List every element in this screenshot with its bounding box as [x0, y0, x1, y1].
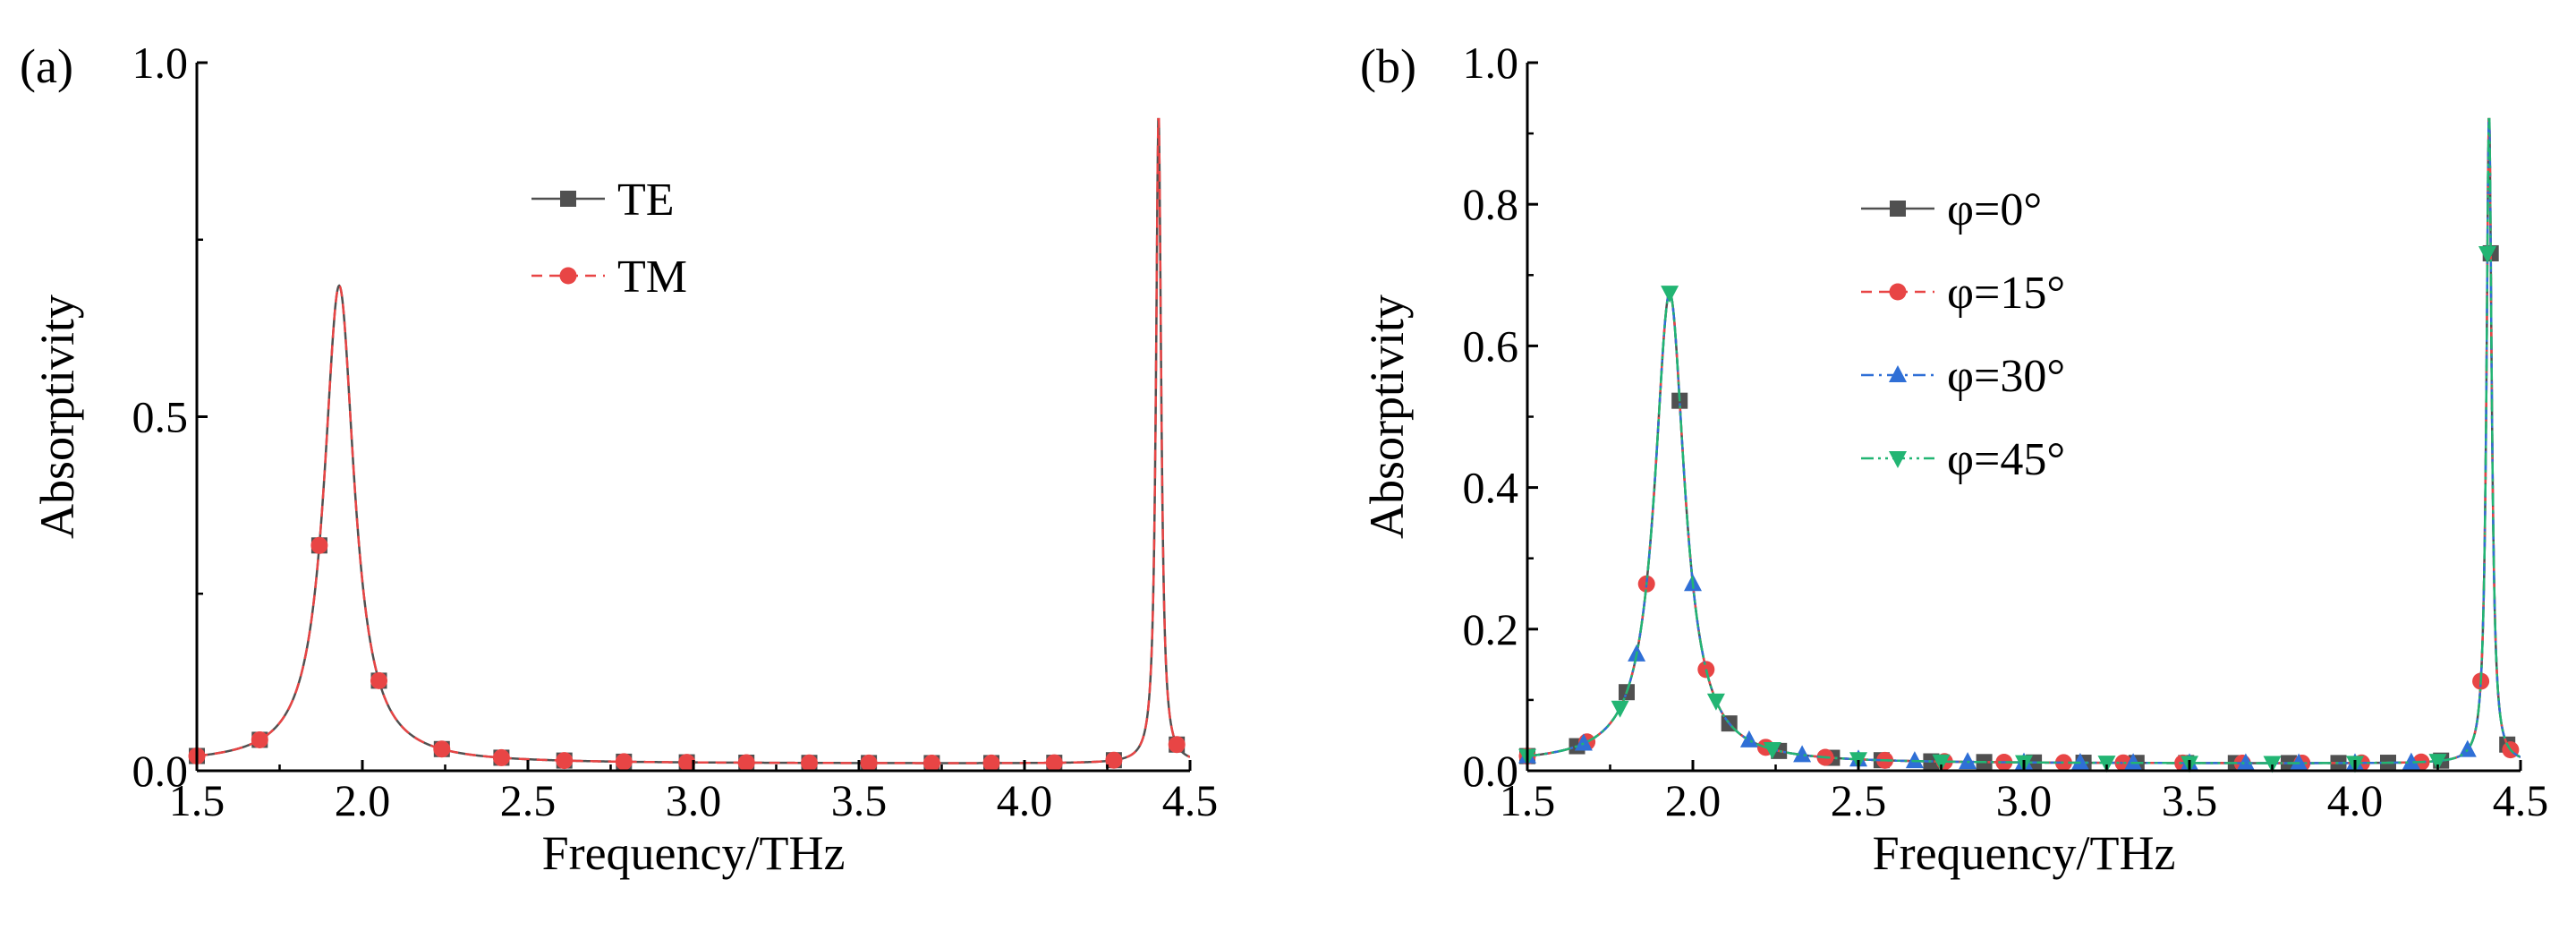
- data-point: [2263, 756, 2282, 773]
- data-point: [1959, 752, 1977, 770]
- data-point: [492, 748, 510, 766]
- x-tick-label: 4.0: [2327, 775, 2384, 825]
- legend-marker: [559, 267, 577, 285]
- data-point: [801, 754, 818, 772]
- legend-marker: [1889, 283, 1907, 301]
- series-1: [188, 117, 1190, 772]
- data-point: [2478, 245, 2496, 263]
- series-0: [189, 117, 1190, 772]
- legend-label: φ=0°: [1947, 184, 2042, 235]
- x-tick-label: 3.0: [666, 775, 722, 825]
- panel-b: (b)1.5 2.0 2.5 3.0 3.5 4.0 4.50.00.20.40.60.81…: [1360, 38, 2548, 880]
- y-tick-label: 0.0: [1463, 746, 1519, 796]
- data-point: [370, 671, 387, 689]
- y-axis-label: Absorptivity: [30, 295, 84, 539]
- legend-marker: [1889, 451, 1907, 468]
- x-tick-label: 3.0: [1996, 775, 2053, 825]
- legend-label: φ=30°: [1947, 351, 2065, 402]
- data-point: [2458, 739, 2477, 757]
- y-tick-label: 0.4: [1463, 463, 1519, 513]
- panel-a: (a) 1.5 2.0 2.5 3.0 3.5 4.0 4.5 0.0 0.5 1.0 Frequen…: [20, 38, 1218, 880]
- data-point: [556, 752, 574, 770]
- legend: φ=0° φ=15° φ=30° φ=45°: [1861, 184, 2065, 485]
- legend-marker: [1890, 201, 1906, 217]
- x-tick-label: 4.5: [1162, 775, 1219, 825]
- panel-label: (b): [1360, 39, 1416, 93]
- data-point: [1763, 742, 1781, 760]
- axes: 1.5 2.0 2.5 3.0 3.5 4.0 4.5 0.0 0.2 0.4 0.6 0.8 1.0: [1463, 38, 2549, 825]
- x-tick-label: 1.5: [169, 775, 225, 825]
- data-point: [1045, 754, 1063, 772]
- series-line: [197, 117, 1190, 764]
- data-point: [922, 754, 940, 772]
- legend-marker: [560, 191, 576, 207]
- data-point: [615, 753, 633, 771]
- data-point: [1661, 286, 1679, 303]
- x-tick-label: 3.5: [2162, 775, 2218, 825]
- legend-label: TE: [617, 175, 675, 226]
- data-point: [2290, 753, 2308, 771]
- data-point: [2070, 753, 2089, 771]
- y-axis-label: Absorptivity: [1360, 295, 1414, 539]
- y-tick-label: 0.2: [1463, 604, 1519, 654]
- data-point: [2124, 753, 2143, 771]
- x-axis-label: Frequency/THz: [1873, 826, 2176, 880]
- axes: 1.5 2.0 2.5 3.0 3.5 4.0 4.5 0.0 0.5 1.0: [132, 38, 1219, 825]
- data-point: [737, 754, 755, 772]
- x-tick-label: 4.5: [2493, 775, 2549, 825]
- y-tick-label: 0.8: [1463, 179, 1519, 229]
- y-tick-label: 0.5: [132, 392, 189, 442]
- x-tick-label: 3.5: [831, 775, 888, 825]
- data-point: [1793, 745, 1812, 763]
- legend-marker: [1889, 365, 1907, 382]
- data-point: [1574, 733, 1593, 751]
- data-point: [1905, 751, 1924, 769]
- x-axis-label: Frequency/THz: [542, 826, 846, 880]
- data-point: [1611, 700, 1629, 718]
- x-tick-label: 1.5: [1500, 775, 1556, 825]
- data-point: [2236, 753, 2255, 771]
- x-tick-label: 2.5: [1831, 775, 1887, 825]
- data-point: [860, 754, 878, 772]
- x-tick-label: 2.0: [335, 775, 391, 825]
- data-point: [982, 754, 1000, 772]
- x-tick-label: 2.5: [500, 775, 557, 825]
- data-point: [1932, 754, 1951, 772]
- data-point: [2428, 754, 2447, 772]
- data-point: [2097, 756, 2116, 773]
- legend-label: TM: [617, 252, 687, 303]
- y-tick-label: 0.0: [132, 746, 189, 796]
- series-line: [197, 117, 1190, 764]
- legend: TE TM: [531, 175, 687, 303]
- y-tick-label: 1.0: [132, 38, 189, 88]
- data-point: [1739, 730, 1758, 747]
- x-tick-label: 4.0: [997, 775, 1053, 825]
- data-point: [2402, 752, 2420, 770]
- data-point: [1105, 751, 1123, 769]
- y-tick-label: 0.6: [1463, 320, 1519, 371]
- x-tick-label: 2.0: [1665, 775, 1722, 825]
- legend-label: φ=45°: [1947, 434, 2065, 485]
- y-tick-label: 1.0: [1463, 38, 1519, 88]
- data-point: [1706, 693, 1725, 711]
- data-point: [251, 730, 268, 748]
- data-point: [310, 536, 328, 554]
- data-point: [1168, 736, 1186, 754]
- panel-label: (a): [20, 39, 73, 93]
- data-point: [433, 740, 451, 758]
- legend-label: φ=15°: [1947, 268, 2065, 319]
- data-point: [678, 754, 696, 772]
